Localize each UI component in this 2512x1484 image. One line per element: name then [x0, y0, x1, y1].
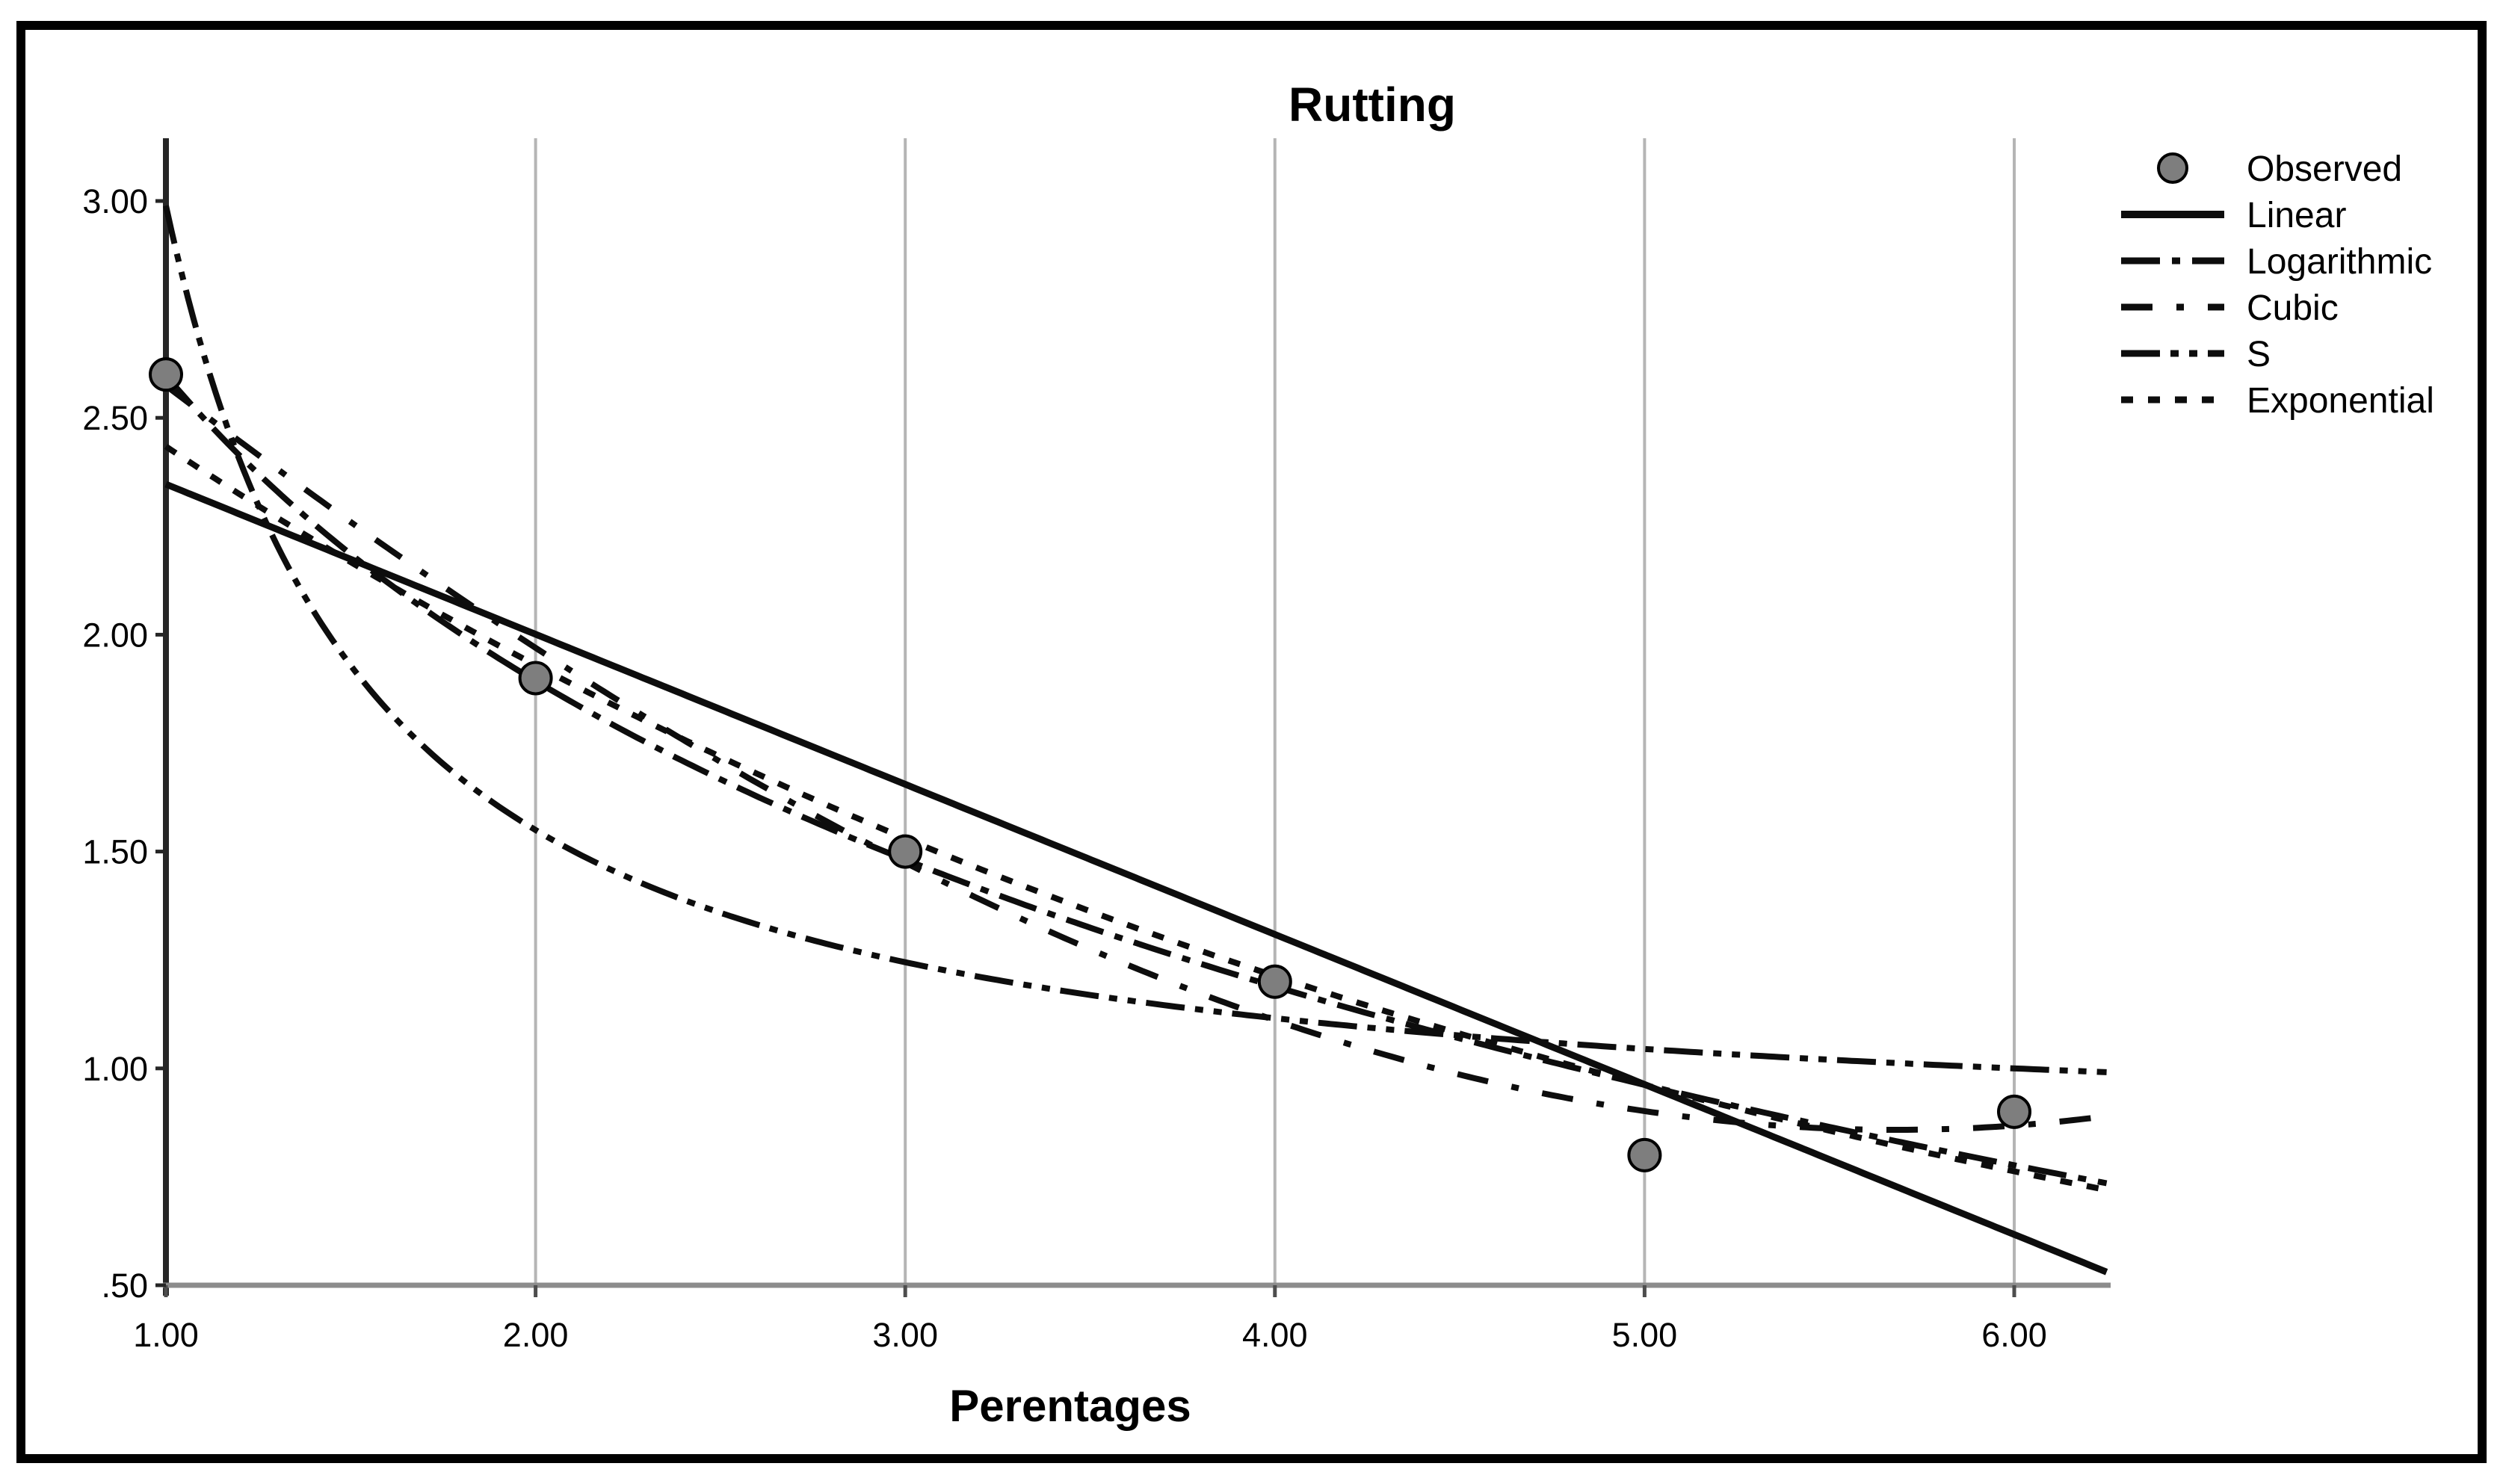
fit-curve-linear [164, 480, 2108, 1276]
observed-point [888, 834, 923, 869]
observed-point [1627, 1137, 1662, 1172]
tick-labels: 1.00 2.00 3.00 4.00 5.00 6.00 3.00 2.50 2.00 1.50… [82, 182, 2046, 1354]
x-tick-label: 2.00 [503, 1316, 569, 1354]
y-tick-label: 2.00 [82, 616, 148, 654]
fit-curve-logarithmic [163, 373, 2108, 1187]
legend-label-observed: Observed [2247, 149, 2402, 189]
fit-curves [163, 205, 2108, 1276]
y-tick-label: 1.00 [82, 1050, 148, 1088]
observed-point [518, 661, 553, 696]
chart-title: Rutting [1289, 78, 1456, 132]
gridlines [534, 138, 2016, 1285]
axes [155, 138, 2111, 1297]
legend-label-s: S [2247, 335, 2271, 374]
observed-points [149, 357, 2031, 1172]
observed-point [149, 357, 183, 392]
x-tick-label: 3.00 [872, 1316, 938, 1354]
fit-curve-exponential [164, 444, 2108, 1193]
fit-curve-cubic [164, 383, 2108, 1133]
fit-curve-s [163, 205, 2107, 1075]
y-tick-label: 1.50 [82, 833, 148, 871]
y-tick-label: 3.00 [82, 182, 148, 220]
x-axis-title: Perentages [949, 1381, 1191, 1431]
y-tick-label: 2.50 [82, 399, 148, 437]
legend-label-logarithmic: Logarithmic [2247, 242, 2432, 282]
legend: Observed Linear Logarithmic Cubic S Exponenti… [2121, 149, 2434, 421]
legend-label-exponential: Exponential [2247, 381, 2434, 421]
curve-fit-chart: 1.00 2.00 3.00 4.00 5.00 6.00 3.00 2.50 2.00 1.50… [82, 78, 2434, 1431]
observed-point [1257, 964, 1292, 999]
x-tick-label: 4.00 [1242, 1316, 1308, 1354]
x-tick-label: 6.00 [1981, 1316, 2047, 1354]
legend-label-linear: Linear [2247, 196, 2346, 235]
legend-observed-marker-icon [2157, 152, 2188, 184]
y-tick-label: .50 [101, 1267, 148, 1305]
x-tick-label: 1.00 [133, 1316, 199, 1354]
figure-frame: 1.00 2.00 3.00 4.00 5.00 6.00 3.00 2.50 2.00 1.50… [16, 21, 2487, 1463]
observed-point [1997, 1094, 2031, 1129]
legend-label-cubic: Cubic [2247, 288, 2339, 328]
x-tick-label: 5.00 [1612, 1316, 1678, 1354]
